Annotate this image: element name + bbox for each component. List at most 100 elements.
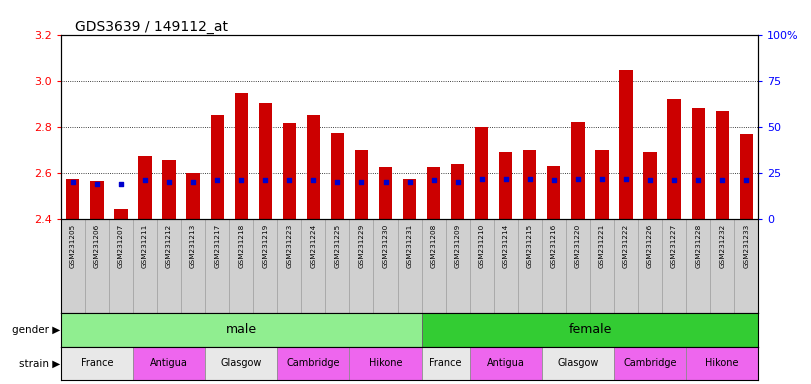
Text: GSM231224: GSM231224 xyxy=(311,224,316,268)
Bar xyxy=(307,115,320,219)
Bar xyxy=(595,150,608,219)
Text: GSM231225: GSM231225 xyxy=(334,224,341,268)
Bar xyxy=(253,219,277,313)
Point xyxy=(451,179,464,185)
Text: strain ▶: strain ▶ xyxy=(19,358,60,368)
Bar xyxy=(379,167,393,219)
Bar xyxy=(499,152,513,219)
Bar xyxy=(662,219,686,313)
Text: gender ▶: gender ▶ xyxy=(12,325,60,335)
Text: GSM231211: GSM231211 xyxy=(142,224,148,268)
Text: GSM231213: GSM231213 xyxy=(190,224,196,268)
Point xyxy=(379,179,392,185)
Bar xyxy=(205,347,277,380)
Bar xyxy=(620,70,633,219)
Bar xyxy=(445,219,470,313)
Point xyxy=(307,177,320,184)
Bar xyxy=(451,164,464,219)
Text: GSM231230: GSM231230 xyxy=(383,224,388,268)
Point xyxy=(234,177,247,184)
Text: GSM231205: GSM231205 xyxy=(70,224,76,268)
Bar xyxy=(230,219,253,313)
Bar xyxy=(157,219,181,313)
Bar xyxy=(710,219,734,313)
Bar xyxy=(494,219,517,313)
Text: GSM231217: GSM231217 xyxy=(214,224,220,268)
Bar xyxy=(590,219,614,313)
Bar xyxy=(283,123,296,219)
Bar xyxy=(277,219,302,313)
Text: GSM231232: GSM231232 xyxy=(719,224,725,268)
Text: GSM231209: GSM231209 xyxy=(455,224,461,268)
Bar xyxy=(470,219,494,313)
Point xyxy=(211,177,224,184)
Bar xyxy=(427,167,440,219)
Text: GSM231220: GSM231220 xyxy=(575,224,581,268)
Point xyxy=(740,177,753,184)
Text: GSM231222: GSM231222 xyxy=(623,224,629,268)
Bar xyxy=(571,122,585,219)
Bar xyxy=(350,347,422,380)
Text: Hikone: Hikone xyxy=(369,358,402,368)
Bar xyxy=(614,347,686,380)
Bar xyxy=(422,219,445,313)
Point xyxy=(475,175,488,182)
Text: GSM231226: GSM231226 xyxy=(647,224,653,268)
Text: GSM231216: GSM231216 xyxy=(551,224,557,268)
Text: Antigua: Antigua xyxy=(150,358,188,368)
Bar xyxy=(692,108,705,219)
Bar xyxy=(740,134,753,219)
Bar xyxy=(422,313,758,347)
Text: GSM231221: GSM231221 xyxy=(599,224,605,268)
Bar xyxy=(638,219,662,313)
Text: GSM231233: GSM231233 xyxy=(743,224,749,268)
Point xyxy=(139,177,152,184)
Text: Antigua: Antigua xyxy=(487,358,525,368)
Bar xyxy=(523,150,536,219)
Text: GSM231212: GSM231212 xyxy=(166,224,172,268)
Bar xyxy=(331,132,344,219)
Bar xyxy=(277,347,350,380)
Bar xyxy=(162,160,176,219)
Bar xyxy=(187,173,200,219)
Bar xyxy=(686,347,758,380)
Point xyxy=(716,177,729,184)
Bar xyxy=(397,219,422,313)
Bar xyxy=(686,219,710,313)
Point xyxy=(259,177,272,184)
Bar xyxy=(475,127,488,219)
Bar xyxy=(667,99,680,219)
Bar xyxy=(643,152,657,219)
Bar xyxy=(715,111,729,219)
Text: female: female xyxy=(569,323,611,336)
Text: GSM231215: GSM231215 xyxy=(527,224,533,268)
Point xyxy=(187,179,200,185)
Bar xyxy=(90,181,104,219)
Bar xyxy=(211,115,224,219)
Point xyxy=(523,175,536,182)
Text: GSM231219: GSM231219 xyxy=(262,224,268,268)
Bar xyxy=(566,219,590,313)
Bar xyxy=(470,347,542,380)
Point xyxy=(403,179,416,185)
Text: Glasgow: Glasgow xyxy=(221,358,262,368)
Bar xyxy=(734,219,758,313)
Text: GSM231206: GSM231206 xyxy=(94,224,100,268)
Text: GSM231223: GSM231223 xyxy=(286,224,292,268)
Point xyxy=(620,175,633,182)
Bar xyxy=(67,179,79,219)
Text: GSM231214: GSM231214 xyxy=(503,224,508,268)
Bar xyxy=(205,219,230,313)
Bar xyxy=(85,219,109,313)
Bar xyxy=(234,93,248,219)
Text: Glasgow: Glasgow xyxy=(557,358,599,368)
Text: GSM231227: GSM231227 xyxy=(672,224,677,268)
Text: Hikone: Hikone xyxy=(706,358,739,368)
Bar xyxy=(614,219,638,313)
Text: France: France xyxy=(80,358,114,368)
Text: France: France xyxy=(429,358,462,368)
Point xyxy=(500,175,513,182)
Point xyxy=(114,181,127,187)
Point xyxy=(547,177,560,184)
Text: GSM231229: GSM231229 xyxy=(358,224,364,268)
